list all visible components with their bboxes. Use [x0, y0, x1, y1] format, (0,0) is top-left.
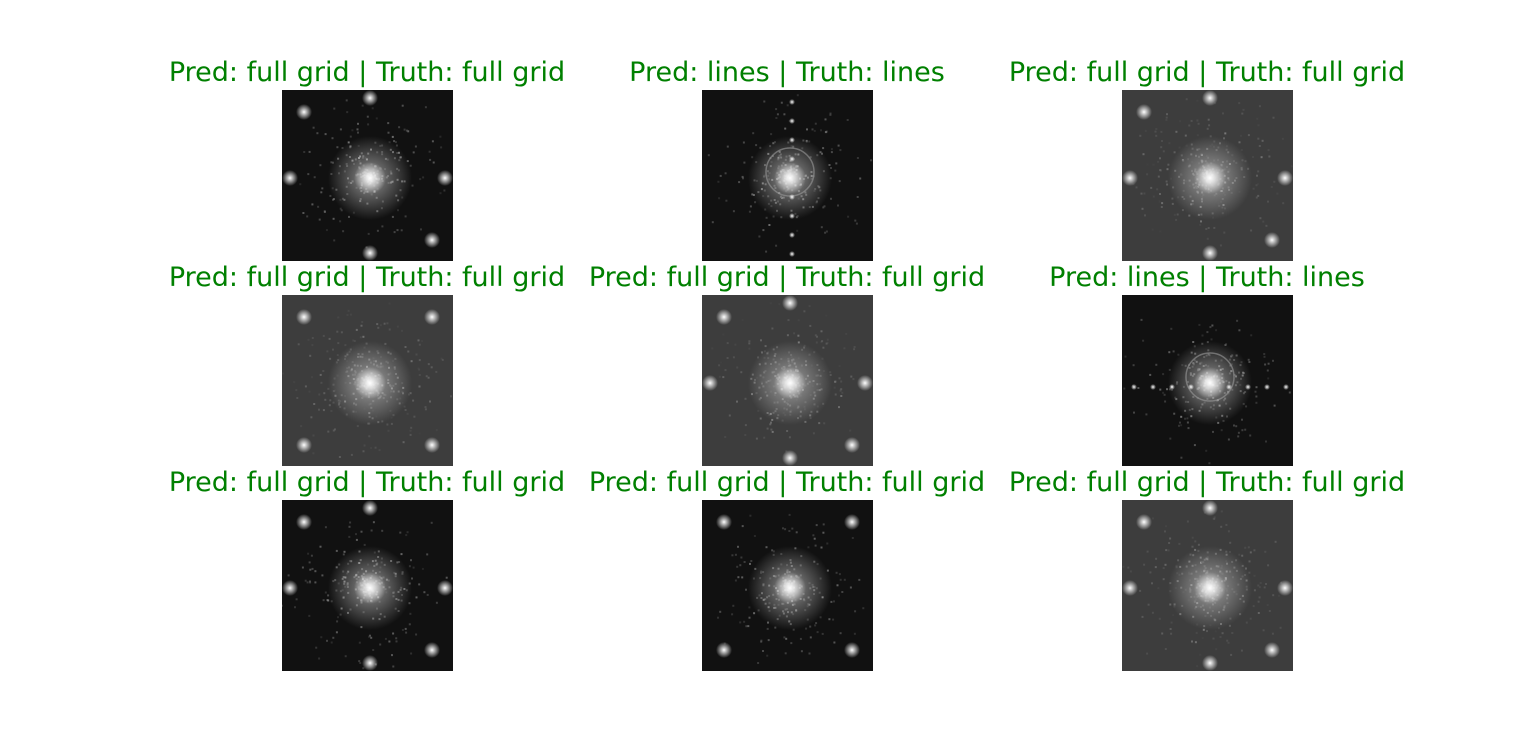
panel-title: Pred: full grid | Truth: full grid — [588, 467, 986, 498]
panel-title: Pred: full grid | Truth: full grid — [168, 467, 566, 498]
spectrum-peak — [716, 309, 732, 325]
spectrum-center — [354, 367, 386, 399]
spectrum-peak — [362, 245, 378, 261]
spectrum-center — [354, 572, 386, 604]
spectrum-peak — [296, 309, 312, 325]
panel-title: Pred: full grid | Truth: full grid — [588, 262, 986, 293]
spectrum-peak — [296, 514, 312, 530]
panel-title: Pred: full grid | Truth: full grid — [168, 57, 566, 88]
spectrum-peak — [789, 156, 795, 162]
spectrum-peak — [1283, 384, 1289, 390]
spectrum-peak — [702, 375, 718, 391]
spectrum-peak — [716, 514, 732, 530]
spectrum-peak — [1169, 384, 1175, 390]
spectrum-peak — [1136, 514, 1152, 530]
spectrum-peak — [1122, 580, 1138, 596]
spectrum-peak — [1277, 170, 1293, 186]
spectrum-peak — [782, 450, 798, 466]
spectrum-peak — [1202, 500, 1218, 516]
spectrum-peak — [1202, 245, 1218, 261]
spectrum-peak — [362, 90, 378, 106]
spectrum-center — [1194, 367, 1226, 399]
panel-title: Pred: lines | Truth: lines — [1049, 262, 1365, 293]
spectrum-peak — [1245, 384, 1251, 390]
fft-image — [1122, 295, 1293, 466]
spectrum-center — [774, 572, 806, 604]
spectrum-peak — [1264, 384, 1270, 390]
spectrum-peak — [789, 194, 795, 200]
spectrum-peak — [1131, 384, 1137, 390]
panel-title: Pred: full grid | Truth: full grid — [168, 262, 566, 293]
fft-image — [1122, 90, 1293, 261]
spectrum-peak — [789, 251, 795, 257]
spectrum-peak — [1202, 90, 1218, 106]
spectrum-peak — [716, 642, 732, 658]
panel-title: Pred: full grid | Truth: full grid — [1008, 467, 1406, 498]
spectrum-peak — [296, 437, 312, 453]
spectrum-center — [1194, 162, 1226, 194]
spectrum-peak — [1122, 170, 1138, 186]
spectrum-peak — [782, 295, 798, 311]
fft-image — [702, 90, 873, 261]
panel-title: Pred: full grid | Truth: full grid — [1008, 57, 1406, 88]
spectrum-peak — [282, 170, 298, 186]
spectrum-peak — [789, 99, 795, 105]
fft-image — [282, 500, 453, 671]
panel-title: Pred: lines | Truth: lines — [629, 57, 945, 88]
spectrum-peak — [844, 514, 860, 530]
spectrum-peak — [844, 437, 860, 453]
fft-image — [702, 500, 873, 671]
spectrum-peak — [789, 118, 795, 124]
spectrum-peak — [789, 213, 795, 219]
spectrum-peak — [844, 642, 860, 658]
spectrum-peak — [1188, 384, 1194, 390]
spectrum-peak — [1202, 655, 1218, 671]
spectrum-peak — [1277, 580, 1293, 596]
spectrum-peak — [296, 104, 312, 120]
fft-image — [702, 295, 873, 466]
spectrum-center — [354, 162, 386, 194]
fft-image — [282, 90, 453, 261]
spectrum-center — [774, 367, 806, 399]
spectrum-center — [1194, 572, 1226, 604]
spectrum-peak — [437, 170, 453, 186]
spectrum-peak — [437, 580, 453, 596]
spectrum-peak — [424, 309, 440, 325]
spectrum-peak — [789, 137, 795, 143]
spectrum-peak — [362, 500, 378, 516]
fft-image — [1122, 500, 1293, 671]
spectrum-peak — [362, 655, 378, 671]
spectrum-peak — [282, 580, 298, 596]
spectrum-peak — [1264, 232, 1280, 248]
spectrum-peak — [1136, 104, 1152, 120]
spectrum-peak — [857, 375, 873, 391]
spectrum-peak — [424, 642, 440, 658]
spectrum-peak — [1264, 642, 1280, 658]
spectrum-peak — [1226, 384, 1232, 390]
spectrum-peak — [789, 232, 795, 238]
spectrum-peak — [424, 232, 440, 248]
fft-image — [282, 295, 453, 466]
spectrum-peak — [1150, 384, 1156, 390]
spectrum-ring — [1185, 352, 1235, 402]
spectrum-center — [774, 162, 806, 194]
spectrum-peak — [424, 437, 440, 453]
